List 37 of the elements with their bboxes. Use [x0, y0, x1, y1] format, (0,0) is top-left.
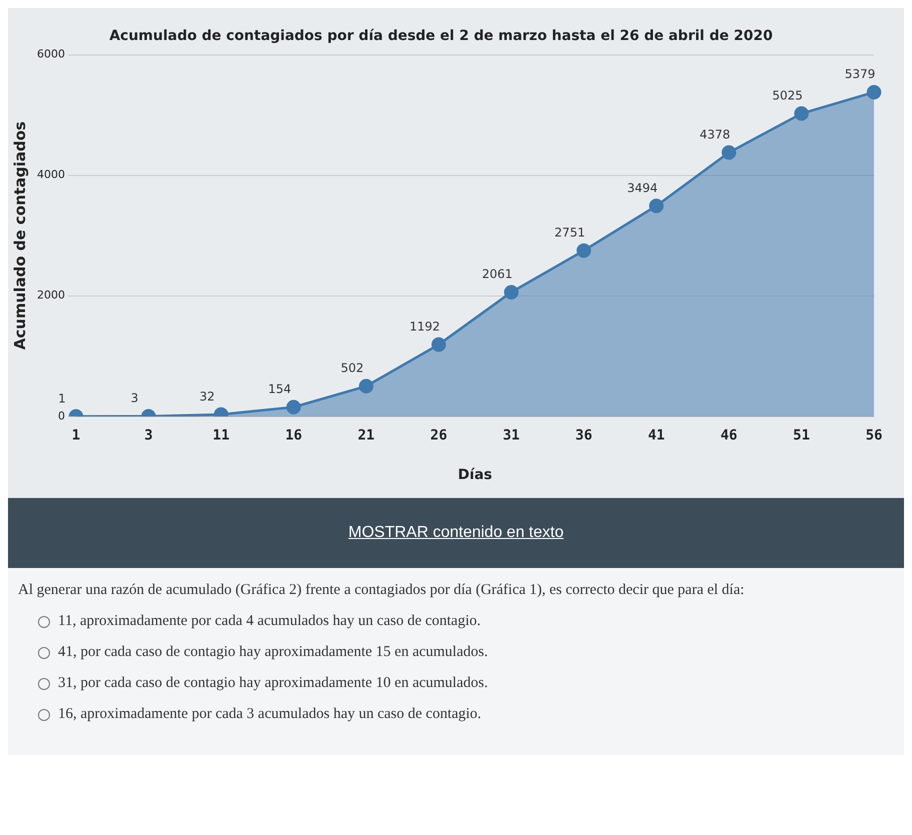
x-tick-label: 21 [358, 427, 375, 444]
x-tick-label: 16 [285, 427, 302, 444]
text: 31, por cada caso de contagio hay aproximadamente 10 en acumulados. [58, 675, 488, 692]
data-label: 2751 [554, 226, 586, 240]
x-tick-label: 31 [502, 427, 520, 444]
x-tick-label: 3 [144, 427, 153, 444]
x-tick-label: 41 [648, 427, 665, 444]
data-label: 5025 [772, 88, 803, 103]
text: Al generar una razón de acumulado (Gráfica 2) frente a contagiados por día (Gráfica 1), es correcto decir que para el día: [18, 582, 746, 599]
text: 11, aproximadamente por cada 4 acumulados hay un caso de contagio. [58, 613, 481, 630]
data-label: 4378 [700, 128, 730, 142]
y-axis-title: Acumulado de contagiados [10, 121, 29, 350]
data-label: 154 [268, 382, 292, 396]
x-tick-label: 46 [720, 427, 738, 444]
text: 16, aproximadamente por cada 3 acumulados hay un caso de contagio. [58, 706, 482, 723]
data-label: 3 [130, 391, 138, 406]
text: 41, por cada caso de contagio hay aproximadamente 15 en acumulados. [58, 644, 488, 661]
x-axis-title: Días [458, 467, 492, 484]
x-tick-label: 36 [575, 427, 592, 444]
x-tick-label: 11 [212, 427, 230, 444]
data-label: 3494 [627, 180, 658, 195]
data-label: 5379 [844, 67, 876, 82]
x-tick-label: 56 [866, 427, 882, 444]
y-tick-label: 2000 [36, 288, 65, 302]
text: MOSTRAR contenido en texto [348, 524, 564, 541]
data-label: 502 [340, 361, 364, 376]
y-tick-label: 6000 [36, 48, 65, 61]
chart-title: Acumulado de contagiados por día desde el 2 de marzo hasta el 26 de abril de 2020 [109, 28, 773, 44]
data-label: 1 [58, 391, 66, 406]
y-tick-label: 0 [58, 409, 65, 422]
x-tick-label: 26 [430, 427, 448, 444]
data-label: 32 [199, 389, 215, 404]
x-tick-label: 51 [793, 427, 810, 444]
data-label: 2061 [482, 267, 513, 282]
x-tick-label: 1 [72, 427, 80, 444]
data-label: 1192 [409, 320, 440, 334]
y-tick-label: 4000 [36, 168, 65, 182]
